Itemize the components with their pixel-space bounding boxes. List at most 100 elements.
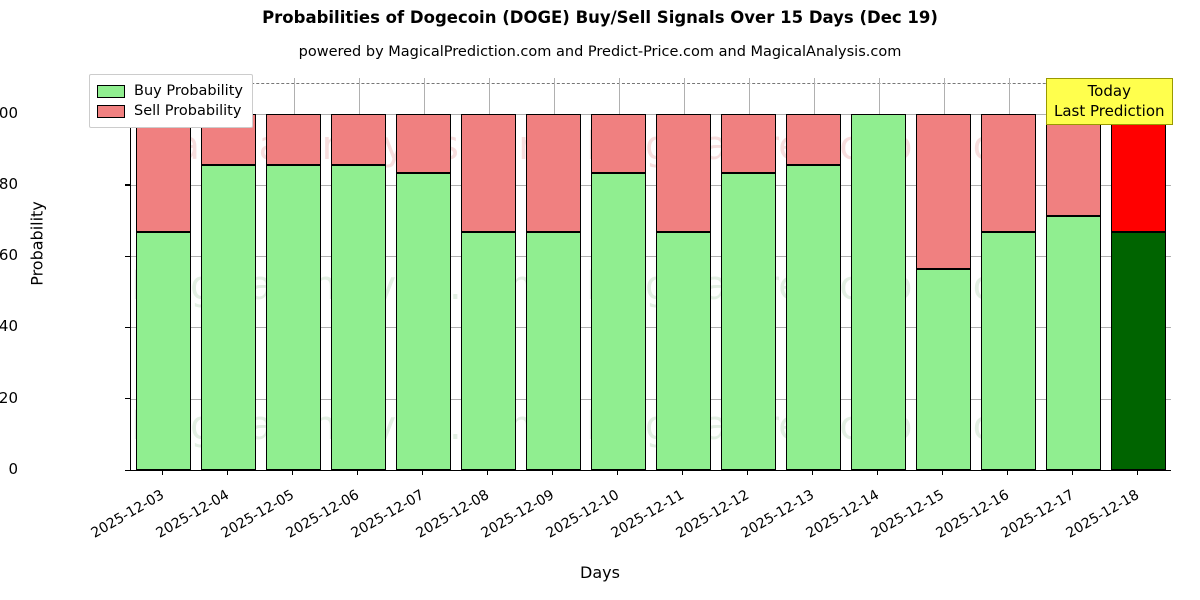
x-tick-mark	[747, 470, 749, 475]
x-tick-mark	[942, 470, 944, 475]
bar-segment-sell[interactable]	[655, 113, 712, 233]
bar-segment-buy[interactable]	[915, 269, 972, 470]
gridline-horizontal	[131, 184, 1171, 186]
x-tick-label: 2025-12-18	[1063, 487, 1142, 542]
y-tick-label: 20	[0, 388, 18, 407]
x-tick-mark	[552, 470, 554, 475]
bar-segment-sell[interactable]	[460, 113, 517, 233]
x-tick-label: 2025-12-10	[543, 487, 622, 542]
bar-group[interactable]	[200, 78, 257, 470]
legend-item-sell[interactable]: Sell Probability	[97, 101, 243, 121]
gridline-horizontal	[131, 398, 1171, 400]
bar-segment-buy[interactable]	[590, 173, 647, 470]
y-tick-mark	[125, 184, 130, 186]
x-tick-label: 2025-12-14	[803, 487, 882, 542]
bar-segment-buy[interactable]	[330, 164, 387, 470]
bar-segment-buy[interactable]	[1110, 232, 1167, 470]
legend-label-sell: Sell Probability	[134, 103, 242, 119]
bar-segment-buy[interactable]	[655, 232, 712, 470]
today-annotation: Today Last Prediction	[1046, 78, 1173, 125]
y-tick-label: 60	[0, 246, 18, 265]
x-tick-label: 2025-12-04	[153, 487, 232, 542]
bar-segment-buy[interactable]	[265, 164, 322, 470]
bar-segment-sell[interactable]	[590, 113, 647, 174]
plot-inner: MagicalAnalysis.comMagicalPrediction.com…	[131, 78, 1171, 470]
bar-group[interactable]	[265, 78, 322, 470]
bar-segment-sell[interactable]	[135, 113, 192, 233]
x-tick-mark	[1007, 470, 1009, 475]
x-tick-mark	[1072, 470, 1074, 475]
bar-group[interactable]	[1110, 78, 1167, 470]
bar-group[interactable]	[590, 78, 647, 470]
x-tick-mark	[617, 470, 619, 475]
bar-segment-buy[interactable]	[200, 164, 257, 470]
bar-segment-sell[interactable]	[330, 113, 387, 165]
chart-subtitle: powered by MagicalPrediction.com and Pre…	[298, 44, 902, 60]
x-tick-label: 2025-12-09	[478, 487, 557, 542]
bar-group[interactable]	[395, 78, 452, 470]
x-tick-mark	[812, 470, 814, 475]
bar-segment-buy[interactable]	[850, 113, 907, 470]
x-tick-mark	[682, 470, 684, 475]
x-tick-mark	[877, 470, 879, 475]
bar-group[interactable]	[980, 78, 1037, 470]
x-tick-mark	[422, 470, 424, 475]
bar-segment-buy[interactable]	[460, 232, 517, 470]
x-tick-label: 2025-12-12	[673, 487, 752, 542]
bar-group[interactable]	[525, 78, 582, 470]
bar-segment-sell[interactable]	[720, 113, 777, 174]
bar-segment-sell[interactable]	[1045, 113, 1102, 216]
legend-swatch-buy-icon	[97, 84, 125, 98]
bar-group[interactable]	[655, 78, 712, 470]
x-tick-label: 2025-12-15	[868, 487, 947, 542]
y-tick-mark	[125, 469, 130, 471]
bar-segment-sell[interactable]	[525, 113, 582, 233]
bar-group[interactable]	[330, 78, 387, 470]
bar-segment-sell[interactable]	[980, 113, 1037, 233]
x-tick-label: 2025-12-08	[413, 487, 492, 542]
x-tick-label: 2025-12-13	[738, 487, 817, 542]
y-tick-label: 100	[0, 103, 18, 122]
bar-segment-sell[interactable]	[915, 113, 972, 270]
x-tick-mark	[357, 470, 359, 475]
y-axis-label: Probability	[27, 201, 47, 286]
bar-group[interactable]	[1045, 78, 1102, 470]
bar-group[interactable]	[720, 78, 777, 470]
chart-legend[interactable]: Buy Probability Sell Probability	[89, 74, 253, 128]
bar-segment-buy[interactable]	[1045, 215, 1102, 470]
bar-segment-sell[interactable]	[785, 113, 842, 165]
bar-group[interactable]	[135, 78, 192, 470]
legend-swatch-sell-icon	[97, 104, 125, 118]
x-tick-label: 2025-12-03	[88, 487, 167, 542]
today-annotation-line1: Today	[1087, 82, 1131, 100]
bar-segment-buy[interactable]	[135, 232, 192, 470]
x-tick-label: 2025-12-16	[933, 487, 1012, 542]
y-tick-mark	[125, 255, 130, 257]
bar-segment-buy[interactable]	[980, 232, 1037, 470]
legend-item-buy[interactable]: Buy Probability	[97, 81, 243, 101]
top-dashed-line	[131, 83, 1171, 85]
plot-area: MagicalAnalysis.comMagicalPrediction.com…	[130, 78, 1171, 471]
x-tick-label: 2025-12-07	[348, 487, 427, 542]
bar-segment-sell[interactable]	[1110, 113, 1167, 233]
bar-group[interactable]	[850, 78, 907, 470]
bar-group[interactable]	[460, 78, 517, 470]
x-tick-mark	[162, 470, 164, 475]
bar-segment-buy[interactable]	[525, 232, 582, 470]
bar-group[interactable]	[915, 78, 972, 470]
bar-segment-sell[interactable]	[395, 113, 452, 174]
bar-segment-buy[interactable]	[720, 173, 777, 470]
bar-segment-buy[interactable]	[395, 173, 452, 470]
bar-segment-buy[interactable]	[785, 164, 842, 470]
bar-segment-sell[interactable]	[265, 113, 322, 165]
bar-group[interactable]	[785, 78, 842, 470]
x-tick-mark	[292, 470, 294, 475]
x-tick-label: 2025-12-11	[608, 487, 687, 542]
x-tick-label: 2025-12-05	[218, 487, 297, 542]
x-tick-mark	[1137, 470, 1139, 475]
x-tick-mark	[227, 470, 229, 475]
x-tick-label: 2025-12-17	[998, 487, 1077, 542]
gridline-horizontal	[131, 113, 1171, 115]
y-tick-label: 40	[0, 317, 18, 336]
